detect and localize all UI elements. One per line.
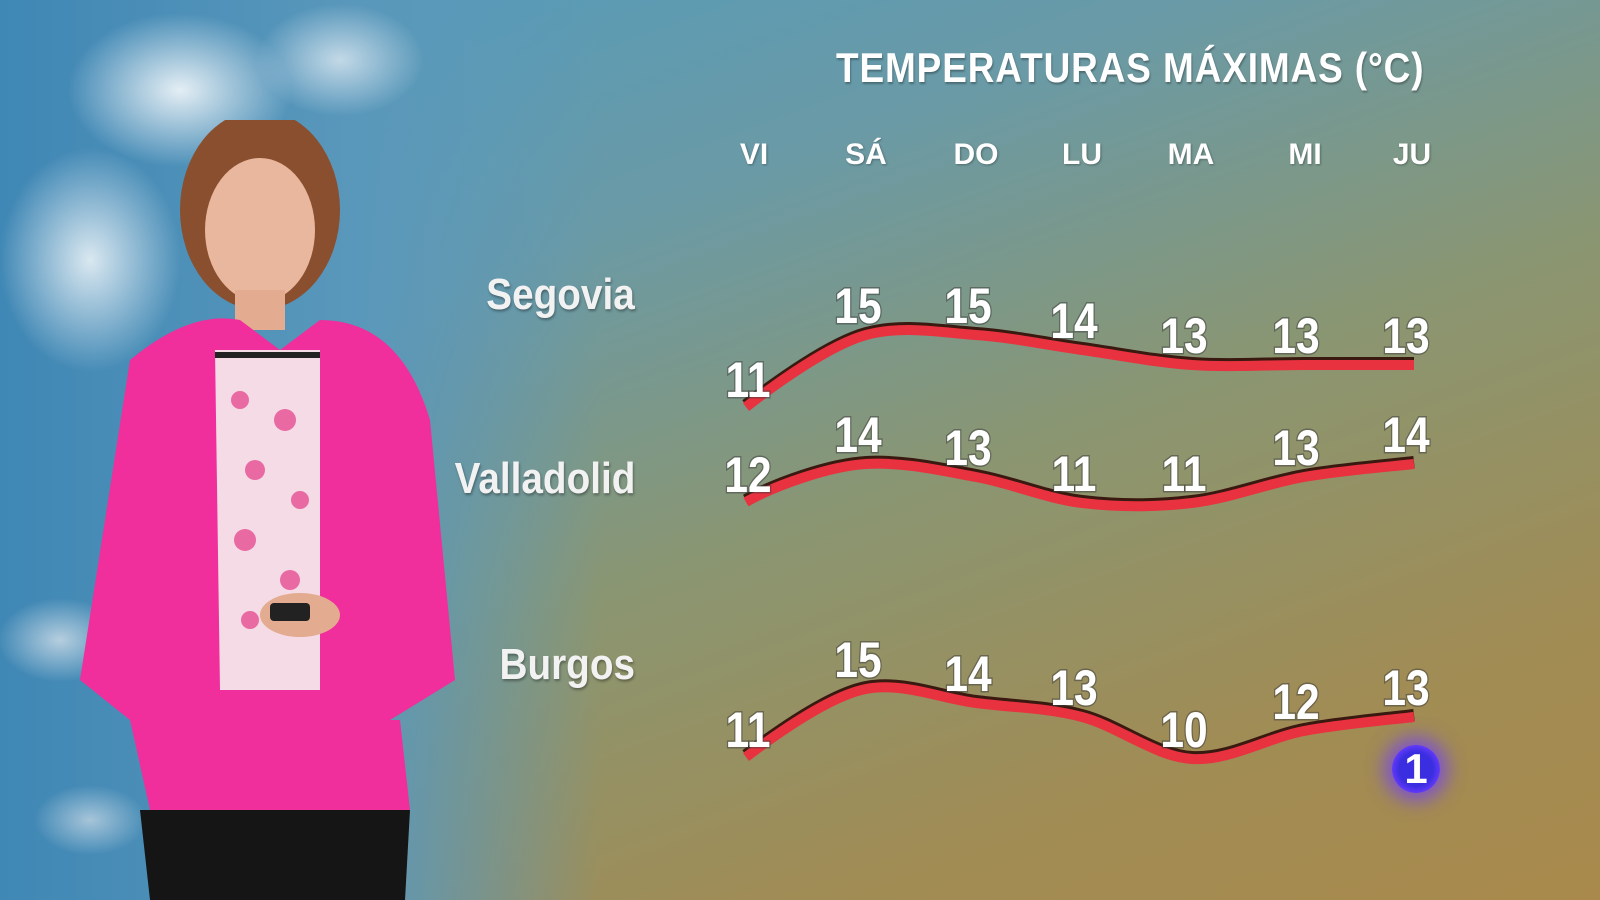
- channel-logo: 1: [1392, 745, 1440, 793]
- day-label: MA: [1167, 138, 1215, 171]
- chart-title: TEMPERATURAS MÁXIMAS (°C): [836, 44, 1425, 91]
- data-label: 14: [834, 407, 881, 463]
- data-label: 15: [834, 278, 881, 334]
- data-label: 11: [726, 702, 771, 758]
- data-label: 15: [834, 632, 881, 688]
- day-label: LU: [1062, 138, 1102, 171]
- data-label: 13: [1272, 420, 1319, 476]
- series-line-segovia: [742, 324, 1414, 411]
- city-label-valladolid: Valladolid: [454, 454, 635, 503]
- data-label: 13: [1050, 660, 1097, 716]
- data-label: 15: [944, 278, 991, 334]
- data-label: 13: [944, 420, 991, 476]
- data-label: 13: [1382, 308, 1429, 364]
- day-label: DO: [953, 138, 999, 171]
- presenter: [80, 120, 455, 900]
- data-label: 11: [726, 352, 771, 408]
- data-label: 11: [1162, 446, 1207, 502]
- data-label: 14: [1050, 293, 1097, 349]
- data-label: 14: [1382, 407, 1429, 463]
- series-line-valladolid: [743, 458, 1415, 512]
- city-label-segovia: Segovia: [486, 270, 636, 319]
- series-line-burgos: [742, 682, 1415, 765]
- data-label: 13: [1272, 308, 1319, 364]
- city-label-burgos: Burgos: [499, 640, 635, 689]
- data-label: 13: [1160, 308, 1207, 364]
- day-label: VI: [739, 138, 769, 171]
- logo-text: 1: [1404, 745, 1428, 792]
- day-label: JU: [1392, 138, 1432, 171]
- data-label: 12: [1272, 674, 1319, 730]
- data-label: 12: [724, 447, 771, 503]
- data-label: 13: [1382, 660, 1429, 716]
- data-label: 14: [944, 646, 991, 702]
- data-label: 11: [1052, 446, 1097, 502]
- day-label: SÁ: [845, 138, 887, 171]
- data-label: 10: [1160, 702, 1207, 758]
- day-label: MI: [1288, 138, 1322, 171]
